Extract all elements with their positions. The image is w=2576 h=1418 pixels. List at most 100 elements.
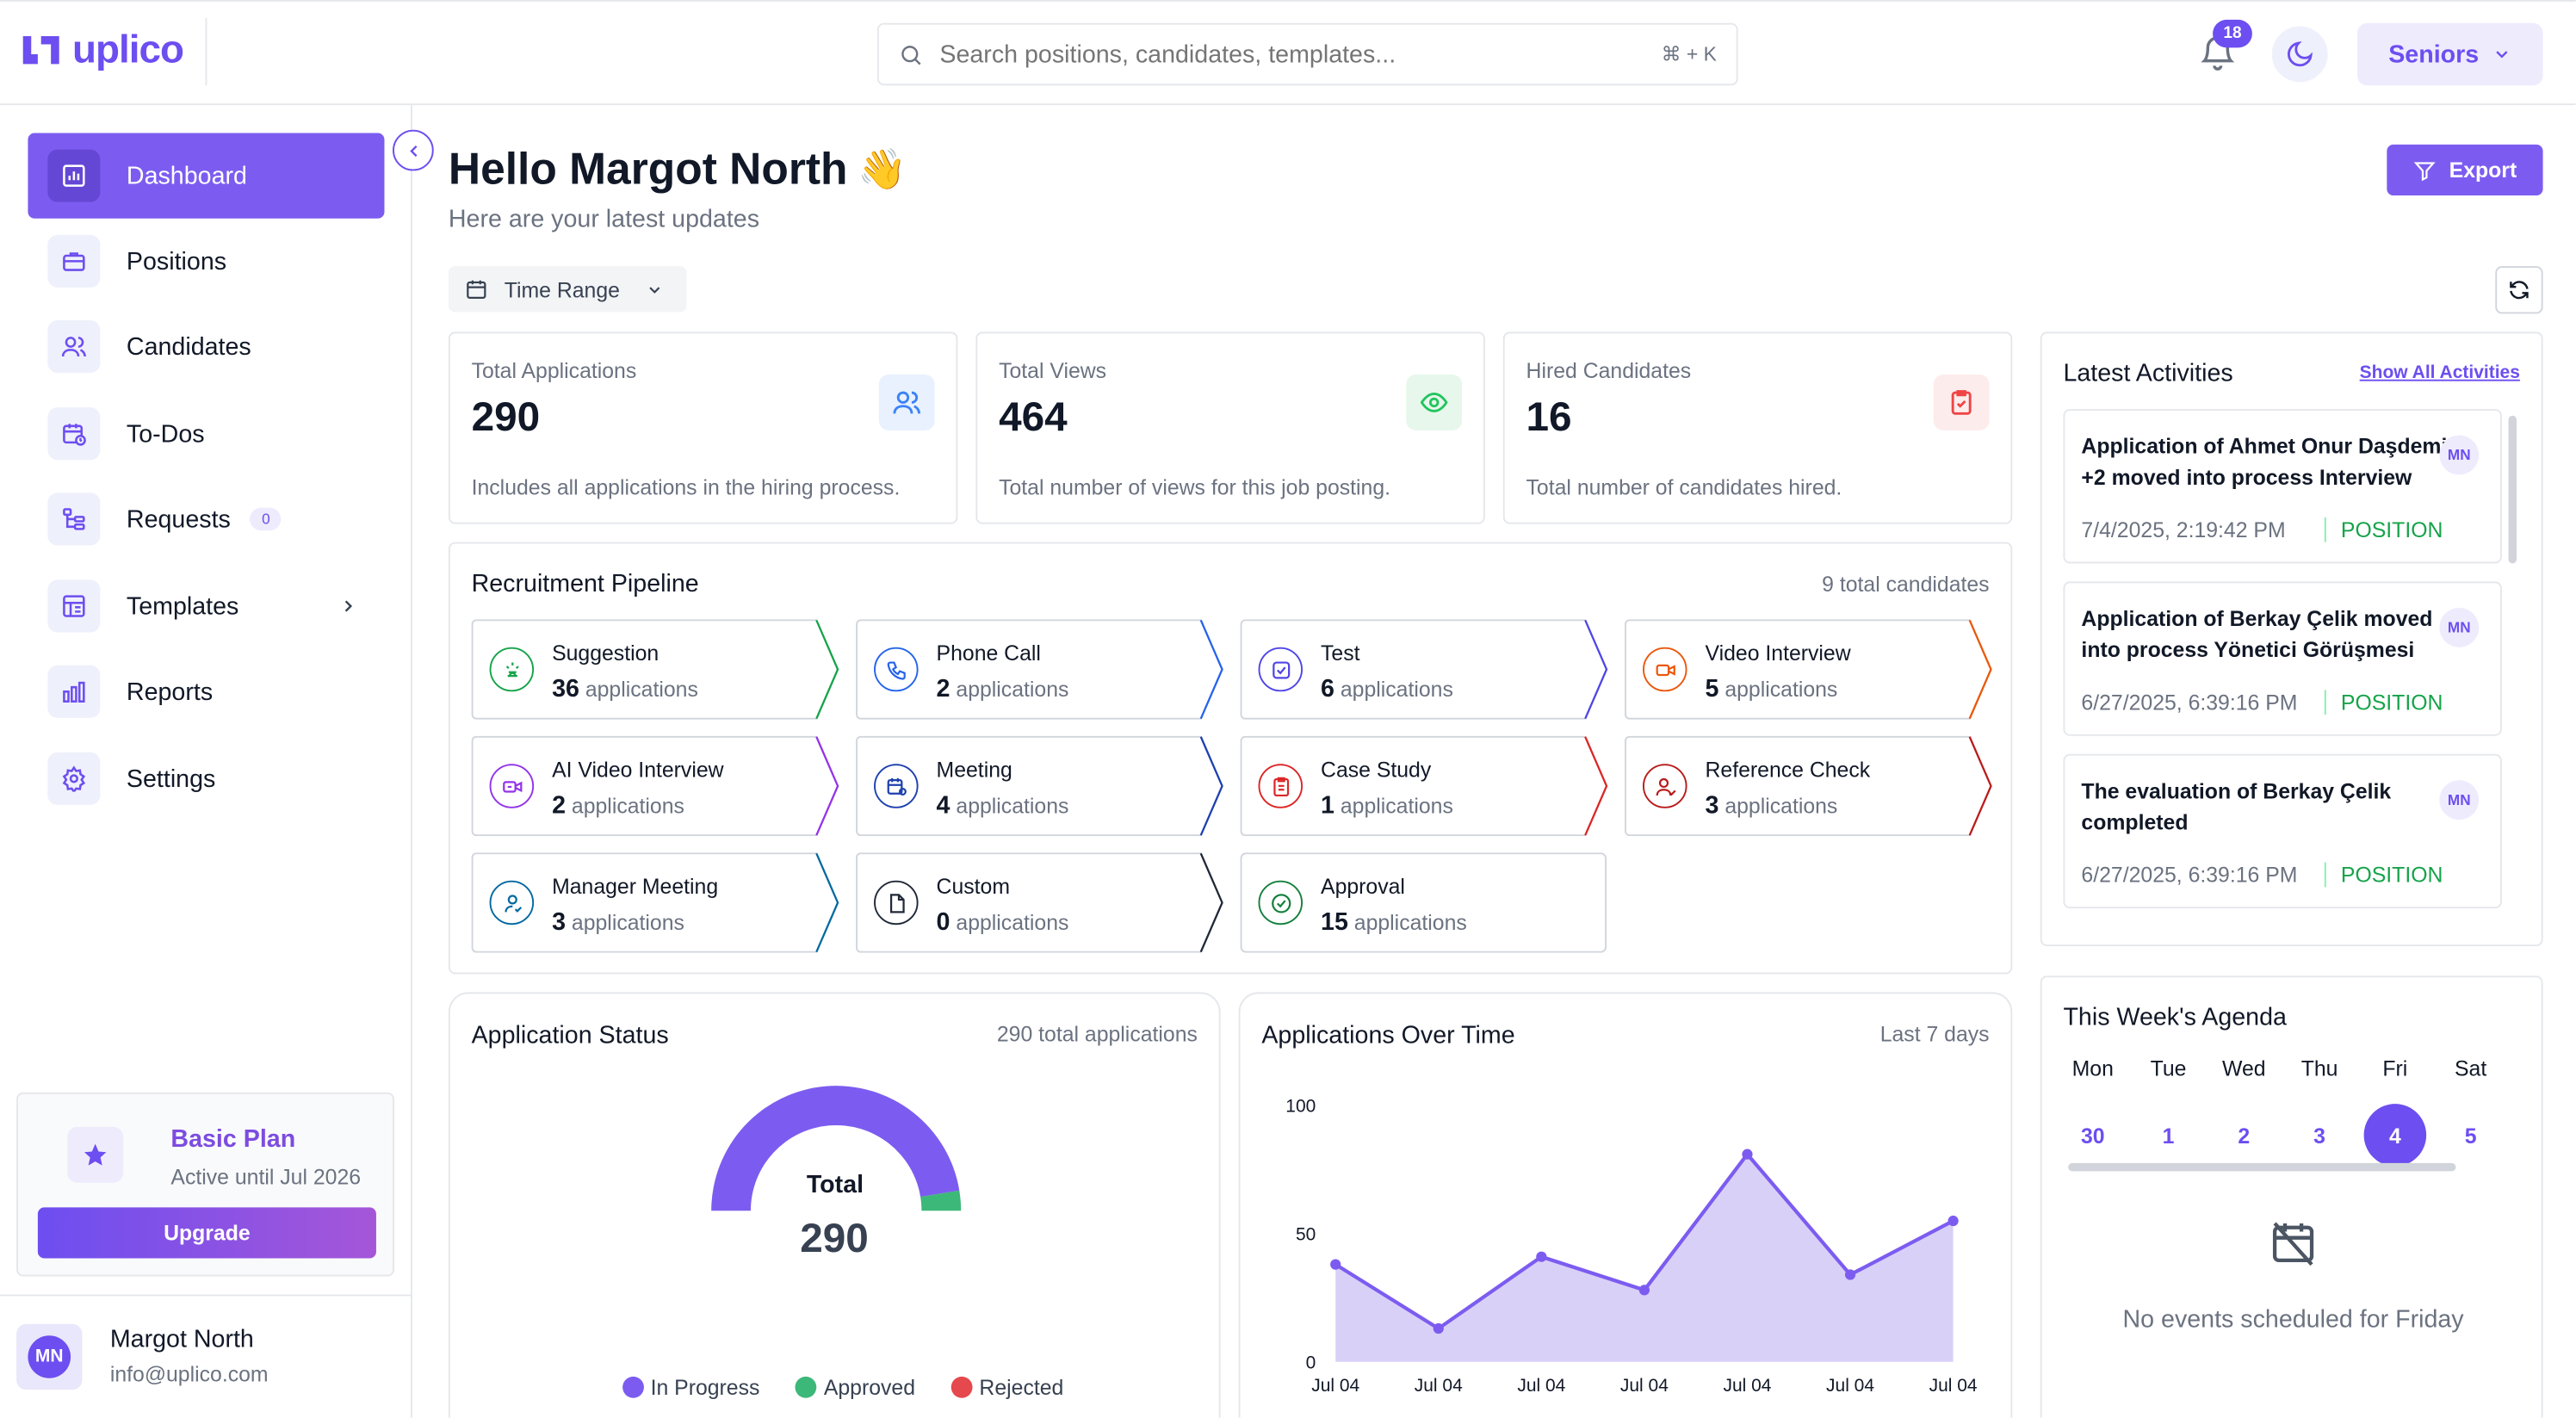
activity-item[interactable]: The evaluation of Berkay Çelik completed… (2063, 753, 2502, 909)
agenda-scrollbar[interactable] (2068, 1162, 2456, 1172)
pipeline-stage-phone-call[interactable]: Phone Call 2 applications (856, 619, 1223, 720)
stage-shape (471, 852, 839, 953)
stage-count-value: 36 (552, 675, 579, 703)
search-input[interactable] (939, 40, 1645, 69)
pipeline-stage-case-study[interactable]: Case Study 1 applications (1240, 735, 1608, 837)
activity-title: Application of Berkay Çelik moved into p… (2081, 606, 2433, 662)
activity-item[interactable]: Application of Ahmet Onur Daşdemir +2 mo… (2063, 409, 2502, 564)
activities-title: Latest Activities (2063, 359, 2233, 388)
legend-item-rejected[interactable]: Rejected (951, 1375, 1063, 1400)
stage-count-value: 4 (936, 791, 951, 820)
role-dropdown[interactable]: Seniors (2356, 22, 2543, 86)
sidebar-item-requests[interactable]: Requests 0 (28, 476, 384, 561)
activity-avatar: MN (2439, 780, 2480, 820)
plan-name: Basic Plan (170, 1124, 296, 1154)
agenda-day[interactable]: Thu 3 (2282, 1056, 2357, 1167)
legend-label: Approved (823, 1374, 916, 1400)
page-title: Hello Margot North 👋 (449, 145, 907, 195)
agenda-day[interactable]: Wed 2 (2206, 1056, 2282, 1167)
sidebar-item-reports[interactable]: Reports (28, 649, 384, 734)
greeting-text: Hello Margot North (448, 144, 848, 195)
sidebar-item-dashboard[interactable]: Dashboard (28, 133, 385, 219)
x-tick-label: Jul 04 (1929, 1376, 1978, 1396)
agenda-day-today[interactable]: Fri 4 (2357, 1056, 2433, 1167)
export-button[interactable]: Export (2387, 144, 2543, 196)
sidebar-item-settings[interactable]: Settings (28, 736, 384, 821)
data-point (1638, 1285, 1650, 1296)
gauge-center-value: 290 (800, 1215, 869, 1262)
stage-count-suffix: applications (1340, 793, 1453, 819)
stat-label: Hired Candidates (1526, 357, 1692, 383)
area-fill (1335, 1154, 1954, 1362)
calendar-clock-icon (874, 764, 919, 808)
calendar-clock-icon (47, 407, 101, 461)
gauge-slice-approved[interactable] (920, 1190, 962, 1211)
sidebar-item-candidates[interactable]: Candidates (28, 304, 384, 389)
stage-count-suffix: applications (956, 910, 1069, 935)
stage-count-value: 2 (936, 675, 951, 703)
wave-emoji: 👋 (857, 147, 907, 193)
stage-shape (1240, 735, 1608, 837)
stage-count-value: 3 (552, 908, 567, 937)
activities-scrollbar[interactable] (2508, 415, 2517, 564)
sidebar-item-label: Templates (126, 591, 239, 621)
checkbox-icon (1258, 647, 1303, 692)
stage-shape (856, 735, 1223, 837)
document-icon (874, 880, 919, 926)
show-all-activities-link[interactable]: Show All Activities (2359, 362, 2520, 383)
briefcase-icon (47, 234, 101, 288)
search-bar[interactable]: ⌘ + K (876, 22, 1738, 86)
stage-name: Meeting (936, 757, 1012, 783)
stage-count: 2 applications (552, 792, 684, 820)
pipeline-stage-video-interview[interactable]: Video Interview 5 applications (1625, 619, 1992, 720)
sidebar-collapse-button[interactable] (393, 129, 434, 171)
sidebar-item-label: To-Dos (126, 419, 205, 448)
data-point (1330, 1259, 1341, 1270)
day-date: 3 (2313, 1123, 2325, 1148)
avatar[interactable]: MN (16, 1323, 83, 1390)
agenda-day[interactable]: Mon 30 (2055, 1056, 2131, 1167)
users-icon (47, 320, 101, 374)
stage-count: 4 applications (937, 792, 1069, 820)
refresh-button[interactable] (2495, 266, 2543, 314)
sidebar-item-todos[interactable]: To-Dos (28, 391, 384, 476)
bar-chart-icon (47, 665, 101, 718)
pipeline-stage-custom[interactable]: Custom 0 applications (856, 852, 1223, 953)
tree-icon (47, 492, 101, 546)
stage-count-suffix: applications (1340, 677, 1453, 702)
phone-icon (874, 647, 919, 692)
stage-count-value: 15 (1321, 908, 1348, 937)
legend-dot (622, 1376, 644, 1398)
stage-count-value: 5 (1705, 675, 1719, 703)
pipeline-stage-suggestion[interactable]: Suggestion 36 applications (471, 619, 839, 720)
time-range-dropdown[interactable]: Time Range (448, 266, 687, 313)
agenda-day[interactable]: Tue 1 (2131, 1056, 2207, 1167)
activity-item[interactable]: Application of Berkay Çelik moved into p… (2063, 581, 2502, 736)
agenda-day[interactable]: Sat 5 (2433, 1056, 2509, 1167)
pipeline-stage-approval[interactable]: Approval 15 applications (1240, 852, 1608, 953)
sidebar-item-positions[interactable]: Positions (28, 219, 384, 304)
stage-count: 36 applications (552, 675, 698, 703)
stage-count-suffix: applications (585, 677, 698, 702)
legend-item-in-progress[interactable]: In Progress (622, 1375, 759, 1400)
stage-count-suffix: applications (956, 677, 1069, 702)
gauge-slice-in-progress[interactable] (711, 1086, 960, 1211)
day-date: 1 (2162, 1123, 2175, 1148)
stat-card-views: Total Views 464 Total number of views fo… (975, 331, 1485, 524)
theme-toggle-button[interactable] (2271, 26, 2328, 83)
eye-icon (1406, 375, 1463, 430)
pipeline-stage-ai-video-interview[interactable]: AI Video Interview 2 applications (471, 735, 839, 837)
sidebar-item-templates[interactable]: Templates (28, 563, 384, 648)
day-name: Mon (2071, 1056, 2114, 1081)
plan-expiry: Active until Jul 2026 (170, 1164, 362, 1190)
data-point (1536, 1251, 1547, 1262)
pipeline-stage-reference-check[interactable]: Reference Check 3 applications (1625, 735, 1992, 837)
logo[interactable]: uplico (20, 28, 184, 73)
stage-count: 3 applications (552, 908, 684, 936)
pipeline-stage-manager-meeting[interactable]: Manager Meeting 3 applications (471, 852, 839, 953)
pipeline-stage-test[interactable]: Test 6 applications (1240, 619, 1608, 720)
legend-item-approved[interactable]: Approved (796, 1375, 915, 1400)
activity-tag: POSITION (2324, 690, 2443, 715)
upgrade-button[interactable]: Upgrade (37, 1207, 376, 1259)
pipeline-stage-meeting[interactable]: Meeting 4 applications (856, 735, 1223, 837)
